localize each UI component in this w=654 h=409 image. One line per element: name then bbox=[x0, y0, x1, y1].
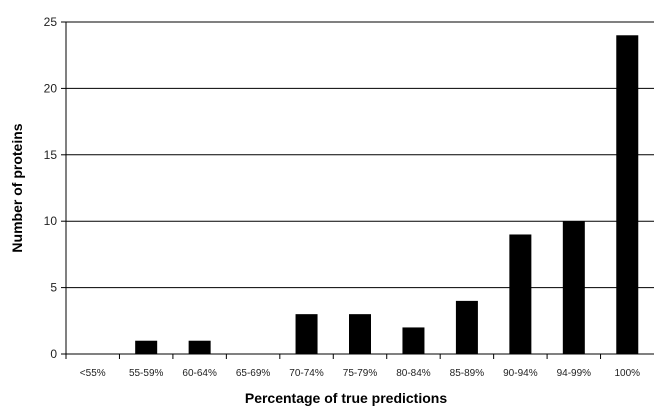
x-axis-title: Percentage of true predictions bbox=[245, 390, 447, 406]
x-tick-labels: <55% 55-59% 60-64% 65-69% 70-74% 75-79% 80-84%… bbox=[80, 368, 640, 379]
x-tick-label: 85-89% bbox=[450, 368, 485, 379]
x-tick-label: 65-69% bbox=[236, 368, 271, 379]
bar-3 bbox=[188, 340, 211, 354]
y-axis-title: Number of proteins bbox=[9, 123, 25, 252]
bar-6 bbox=[349, 314, 371, 354]
y-tick-label: 25 bbox=[44, 15, 58, 29]
x-tick-label: 90-94% bbox=[503, 368, 538, 379]
x-tick-label: 80-84% bbox=[396, 368, 431, 379]
y-tick-label: 15 bbox=[44, 148, 58, 162]
x-tick-label: 75-79% bbox=[343, 368, 378, 379]
bars bbox=[135, 35, 639, 354]
y-tick-label: 20 bbox=[44, 81, 58, 95]
bar-9 bbox=[509, 234, 532, 354]
bar-11 bbox=[616, 35, 639, 354]
bar-8 bbox=[455, 300, 478, 354]
axes bbox=[61, 21, 654, 359]
bar-7 bbox=[402, 327, 425, 354]
x-tick-label: 60-64% bbox=[182, 368, 217, 379]
x-tick-label: 94-99% bbox=[557, 368, 592, 379]
x-tick-label: 100% bbox=[614, 368, 640, 379]
bar-5 bbox=[295, 314, 318, 354]
y-tick-labels: 0 5 10 15 20 25 bbox=[44, 15, 58, 361]
y-tick-label: 10 bbox=[44, 214, 58, 228]
y-tick-label: 5 bbox=[50, 281, 57, 295]
x-tick-label: 55-59% bbox=[129, 368, 164, 379]
gridlines bbox=[66, 21, 654, 289]
x-tick-label: 70-74% bbox=[289, 368, 324, 379]
bar-10 bbox=[562, 221, 585, 354]
x-tick-label: <55% bbox=[80, 368, 106, 379]
bar-2 bbox=[135, 340, 158, 354]
y-tick-label: 0 bbox=[50, 347, 57, 361]
